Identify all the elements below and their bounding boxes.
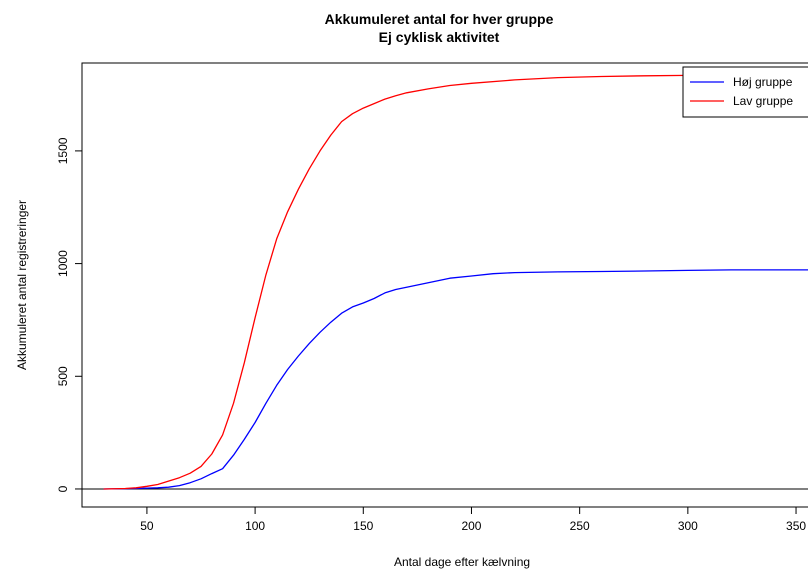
chart-title: Akkumuleret antal for hver gruppe — [325, 11, 554, 27]
y-tick-label: 1500 — [56, 137, 70, 164]
x-axis: 50 100 150 200 250 300 350 — [140, 507, 806, 533]
legend-label-lav: Lav gruppe — [733, 94, 793, 108]
plot-frame — [81, 62, 808, 508]
series-line-lav-gruppe — [103, 74, 808, 490]
x-tick-label: 100 — [245, 519, 265, 533]
x-tick-label: 150 — [353, 519, 373, 533]
series-line-hoj-gruppe — [103, 269, 808, 490]
y-axis-label: Akkumuleret antal registreringer — [15, 200, 29, 370]
y-tick-label: 500 — [56, 366, 70, 386]
x-axis-label: Antal dage efter kælvning — [394, 555, 530, 569]
y-axis: 0 500 1000 1500 — [56, 137, 82, 492]
legend-box — [682, 66, 808, 118]
x-tick-label: 350 — [786, 519, 806, 533]
legend-label-hoj: Høj gruppe — [733, 75, 793, 89]
y-tick-label: 0 — [56, 485, 70, 492]
y-tick-label: 1000 — [56, 250, 70, 277]
series-group — [103, 74, 808, 490]
x-tick-label: 250 — [570, 519, 590, 533]
x-tick-label: 50 — [140, 519, 154, 533]
x-tick-label: 300 — [678, 519, 698, 533]
legend: Høj gruppe Lav gruppe — [682, 66, 808, 118]
x-tick-label: 200 — [461, 519, 481, 533]
chart-subtitle: Ej cyklisk aktivitet — [379, 29, 500, 45]
